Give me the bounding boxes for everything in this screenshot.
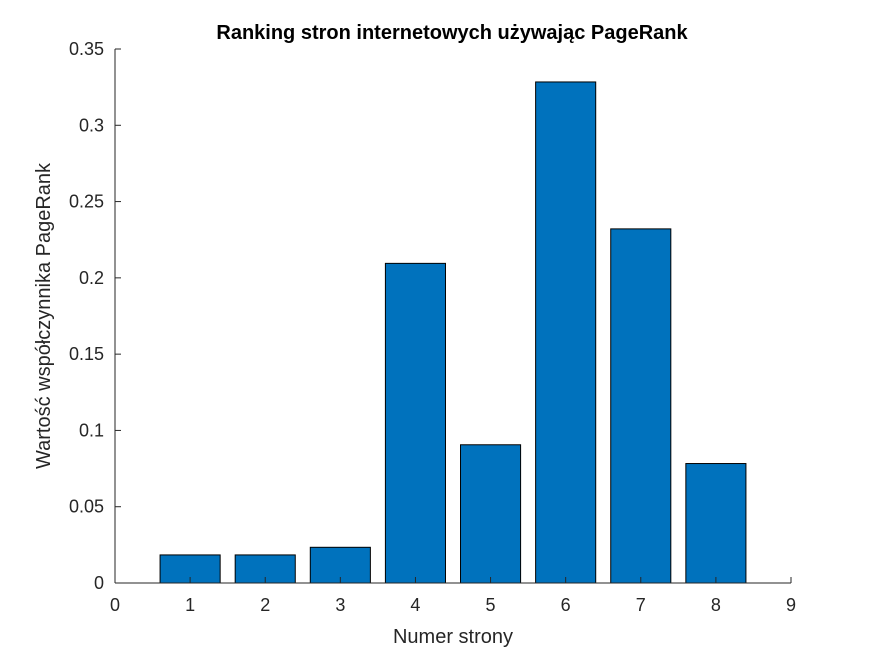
y-tick-label: 0 (94, 573, 104, 593)
x-tick-label: 4 (410, 595, 420, 615)
y-tick-label: 0.05 (69, 497, 104, 517)
bar-page-6 (535, 81, 597, 584)
bar-page-4 (384, 262, 446, 584)
y-tick-label: 0.1 (79, 420, 104, 440)
x-tick-label: 9 (786, 595, 796, 615)
x-tick-label: 8 (711, 595, 721, 615)
bar-page-8 (685, 463, 747, 584)
y-axis-label: Wartość współczynnika PageRank (33, 162, 55, 469)
x-tick-label: 6 (561, 595, 571, 615)
x-tick-label: 0 (110, 595, 120, 615)
x-tick-label: 3 (335, 595, 345, 615)
x-axis-label: Numer strony (393, 626, 513, 648)
x-tick-label: 2 (260, 595, 270, 615)
chart-title: Ranking stron internetowych używając Pag… (216, 22, 688, 44)
bars-group (159, 81, 747, 584)
y-tick-label: 0.3 (79, 115, 104, 135)
x-tick-label: 1 (185, 595, 195, 615)
x-ticks-group: 0 1 2 3 4 5 6 7 8 9 (110, 577, 796, 615)
x-tick-label: 5 (486, 595, 496, 615)
y-tick-label: 0.2 (79, 268, 104, 288)
y-tick-label: 0.25 (69, 192, 104, 212)
bar-page-5 (460, 444, 522, 584)
bar-page-7 (610, 228, 672, 584)
y-ticks-group: 0 0.05 0.1 0.15 0.2 0.25 0.3 0.35 (69, 39, 121, 593)
y-tick-label: 0.35 (69, 39, 104, 59)
y-tick-label: 0.15 (69, 344, 104, 364)
x-tick-label: 7 (636, 595, 646, 615)
